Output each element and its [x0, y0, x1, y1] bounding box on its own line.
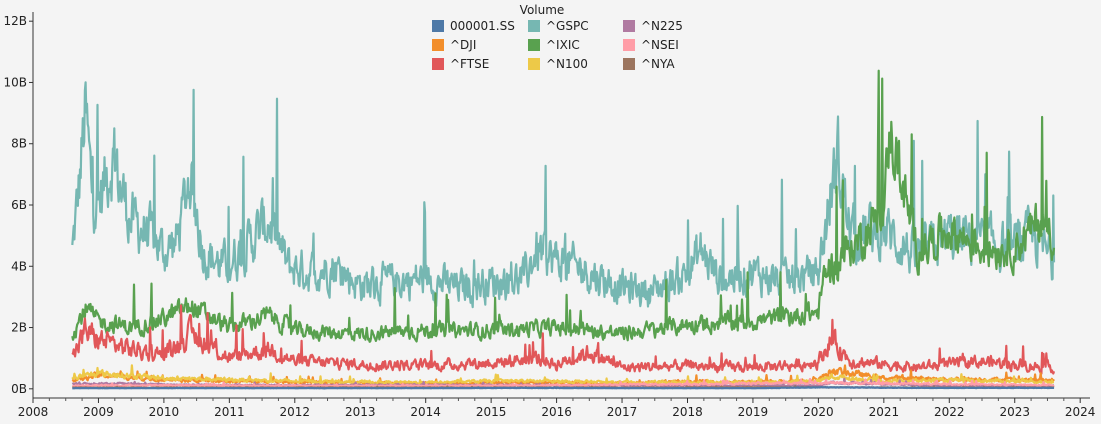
series-line-ixic — [71, 69, 1056, 343]
legend-swatch — [623, 39, 635, 51]
x-tick-label: 2021 — [869, 405, 900, 419]
legend-label: ^NYA — [641, 57, 675, 71]
legend-item[interactable]: ^IXIC — [528, 38, 580, 52]
legend-label: ^N225 — [641, 19, 683, 33]
x-tick-label: 2009 — [83, 405, 114, 419]
x-tick-label: 2024 — [1065, 405, 1096, 419]
y-tick-label: 10B — [3, 75, 27, 89]
legend-swatch — [432, 39, 444, 51]
legend-item[interactable]: ^NYA — [623, 57, 675, 71]
x-tick-label: 2019 — [738, 405, 769, 419]
legend-label: 000001.SS — [450, 19, 515, 33]
y-tick-label: 6B — [11, 198, 27, 212]
legend-item[interactable]: ^N225 — [623, 19, 683, 33]
legend-swatch — [528, 20, 540, 32]
legend-label: ^DJI — [450, 38, 476, 52]
legend-swatch — [528, 39, 540, 51]
series-line-000001ss — [71, 386, 1055, 390]
x-tick-label: 2011 — [214, 405, 245, 419]
legend-item[interactable]: ^DJI — [432, 38, 476, 52]
x-axis: 2008 2009 2010 2011 2012 2013 2014 2015 2016 2017… — [18, 397, 1096, 419]
series-line-ftse — [71, 304, 1056, 375]
legend-swatch — [623, 20, 635, 32]
legend-label: ^N100 — [546, 57, 588, 71]
legend-swatch — [432, 58, 444, 70]
legend-swatch — [432, 20, 444, 32]
legend-item[interactable]: 000001.SS — [432, 19, 515, 33]
legend-item[interactable]: ^GSPC — [528, 19, 589, 33]
x-tick-label: 2010 — [149, 405, 180, 419]
legend-swatch — [623, 58, 635, 70]
x-tick-label: 2017 — [607, 405, 638, 419]
y-tick-label: 0B — [11, 382, 27, 396]
series-line-n100 — [71, 364, 1055, 386]
x-tick-label: 2020 — [803, 405, 834, 419]
legend-label: ^FTSE — [450, 57, 489, 71]
legend-item[interactable]: ^FTSE — [432, 57, 489, 71]
series-line-gspc — [71, 81, 1056, 309]
series-line-nsei — [71, 377, 1055, 388]
legend-item[interactable]: ^NSEI — [623, 38, 679, 52]
y-axis: 0B 2B 4B 6B 8B 10B 12B — [3, 12, 34, 398]
x-tick-label: 2016 — [541, 405, 572, 419]
x-tick-label: 2014 — [410, 405, 441, 419]
x-tick-label: 2015 — [476, 405, 507, 419]
y-tick-label: 12B — [3, 14, 27, 28]
series-layer — [71, 69, 1056, 390]
x-tick-label: 2018 — [672, 405, 703, 419]
x-tick-label: 2008 — [18, 405, 49, 419]
legend: Volume 000001.SS ^DJI ^FTSE ^GSPC ^IXIC ^N100 ^… — [432, 3, 683, 71]
legend-label: ^IXIC — [546, 38, 580, 52]
x-tick-label: 2023 — [999, 405, 1030, 419]
y-tick-label: 8B — [11, 137, 27, 151]
legend-item[interactable]: ^N100 — [528, 57, 588, 71]
x-tick-label: 2022 — [934, 405, 965, 419]
legend-label: ^GSPC — [546, 19, 589, 33]
y-tick-label: 2B — [11, 321, 27, 335]
legend-title: Volume — [520, 3, 565, 17]
legend-swatch — [528, 58, 540, 70]
y-tick-label: 4B — [11, 259, 27, 273]
legend-label: ^NSEI — [641, 38, 679, 52]
x-tick-label: 2013 — [345, 405, 376, 419]
x-tick-label: 2012 — [280, 405, 311, 419]
